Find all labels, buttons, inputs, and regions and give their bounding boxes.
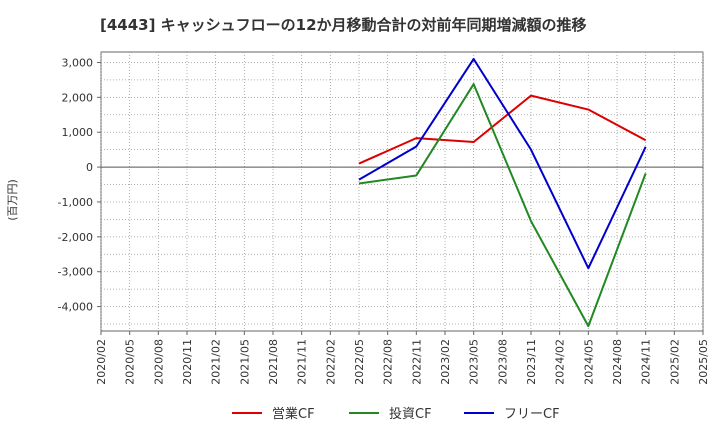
x-tick-label: 2023/08 (496, 339, 509, 385)
legend-label-2: 投資CF (389, 406, 432, 422)
x-tick-label: 2021/02 (210, 339, 223, 385)
y-tick-label: 0 (86, 161, 93, 174)
y-tick-label: -4,000 (58, 301, 93, 314)
x-tick-label: 2025/02 (668, 339, 681, 385)
x-tick-label: 2020/11 (181, 339, 194, 385)
y-tick-label: 3,000 (62, 56, 94, 69)
plot-frame (100, 51, 704, 332)
y-axis-label: (百万円) (6, 179, 19, 221)
y-tick-label: 2,000 (62, 91, 94, 104)
y-tick-label: -2,000 (58, 231, 93, 244)
x-tick-label: 2022/02 (324, 339, 337, 385)
x-tick-label: 2020/05 (124, 339, 137, 385)
x-tick-label: 2021/05 (238, 339, 251, 385)
y-tick-label: 1,000 (62, 126, 94, 139)
x-tick-label: 2024/11 (640, 339, 653, 385)
grid-lines (100, 52, 704, 331)
legend-label-1: 営業CF (272, 406, 315, 422)
x-tick-label: 2023/11 (525, 339, 538, 385)
x-tick-label: 2024/05 (582, 339, 595, 385)
x-axis: 2020/02 2020/05 2020/08 2020/11 2021/02 2021/… (95, 331, 710, 385)
y-axis: 3,000 2,000 1,000 0 -1,000 -2,000 -3,000 -4,000 (58, 56, 101, 314)
x-tick-label: 2022/11 (410, 339, 423, 385)
y-tick-label: -3,000 (58, 266, 93, 279)
x-tick-label: 2020/08 (152, 339, 165, 385)
x-tick-label: 2023/05 (468, 339, 481, 385)
x-tick-label: 2021/08 (267, 339, 280, 385)
plot-area (100, 51, 704, 332)
x-tick-label: 2024/08 (611, 339, 624, 385)
x-tick-label: 2022/05 (353, 339, 366, 385)
legend-label-3: フリーCF (504, 407, 560, 422)
series-line-1 (358, 94, 647, 165)
x-tick-label: 2023/02 (439, 339, 452, 385)
legend: 営業CF 投資CF フリーCF (232, 406, 560, 422)
x-tick-label: 2024/02 (554, 339, 567, 385)
series-layer (358, 57, 647, 328)
y-tick-label: -1,000 (58, 196, 93, 209)
series-line-3 (358, 57, 647, 270)
chart-title: [4443] キャッシュフローの12か月移動合計の対前年同期増減額の推移 (100, 16, 587, 34)
x-tick-label: 2020/02 (95, 339, 108, 385)
x-tick-label: 2022/08 (382, 339, 395, 385)
series-line-2 (358, 83, 647, 328)
x-tick-label: 2025/05 (697, 339, 710, 385)
x-tick-label: 2021/11 (296, 339, 309, 385)
